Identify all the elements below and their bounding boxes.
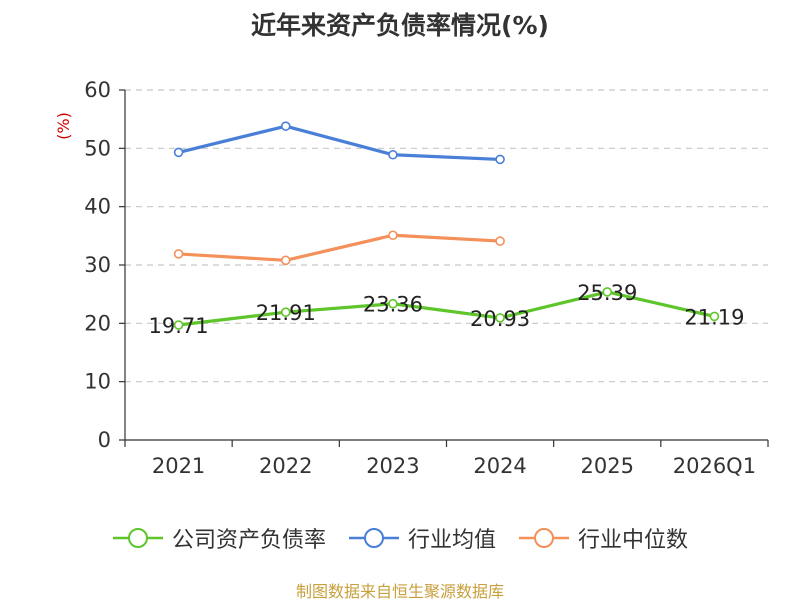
legend-symbol [519,528,569,548]
series [173,121,720,330]
data-point [495,236,505,246]
legend-label: 行业中位数 [578,528,689,553]
legend-label: 公司资产负债率 [171,528,326,553]
data-labels: 19.71 21.91 23.36 20.93 25.39 21.19 [149,281,745,338]
x-tick-label: 2022 [259,454,312,478]
axes: 0 10 20 30 40 50 60 (%) 2021 2022 2023 2024 2025 2026… [54,78,769,478]
legend-symbol [112,528,163,548]
data-point [173,320,184,330]
source-note: 制图数据来自恒生聚源数据库 [295,582,504,601]
data-point [495,154,505,165]
chart-title: 近年来资产负债率情况(%) [251,11,549,40]
data-label: 20.93 [470,307,530,331]
legend: 公司资产负债率 行业均值 行业中位数 [0,518,800,558]
data-point [280,307,291,317]
legend-marker [363,528,384,548]
legend-marker [127,528,148,548]
legend-item[interactable]: 行业均值 [348,522,496,554]
data-label: 25.39 [577,281,637,305]
y-tick-label: 10 [84,370,111,394]
y-tick-label: 0 [98,428,111,452]
legend-marker [534,528,554,548]
x-tick-label: 2021 [152,454,205,478]
data-point [173,147,184,158]
x-tick-label: 2024 [473,454,526,478]
data-point [173,249,184,259]
legend-label: 行业均值 [407,528,496,553]
x-tick-label: 2026Q1 [673,454,756,478]
series-line-0 [178,290,715,327]
y-tick-label: 40 [84,195,111,219]
series-line-2 [178,233,501,262]
y-tick-label: 30 [84,253,111,277]
grid [125,89,768,383]
data-label: 21.91 [256,301,316,325]
data-point [495,313,505,323]
y-tick-label: 20 [84,311,111,335]
y-tick-label: 50 [84,136,111,160]
data-point [388,298,398,309]
data-label: 23.36 [363,293,423,317]
legend-item[interactable]: 公司资产负债率 [112,522,326,554]
y-tick-label: 60 [84,78,111,102]
legend-symbol [348,528,399,548]
data-point [280,121,291,131]
data-point [709,311,720,322]
y-axis-label: (%) [54,112,73,140]
data-label: 21.19 [684,305,744,329]
x-tick-label: 2025 [581,454,634,478]
data-label: 19.71 [149,314,209,338]
legend-item[interactable]: 行业中位数 [518,522,688,554]
data-point [280,255,291,266]
data-point [388,230,398,241]
line-chart: 0 10 20 30 40 50 60 (%) 2021 2022 2023 2024 2025 2026… [54,78,769,478]
x-tick-label: 2023 [366,454,419,478]
data-point [602,287,613,297]
data-point [388,149,398,160]
series-line-1 [178,124,501,162]
